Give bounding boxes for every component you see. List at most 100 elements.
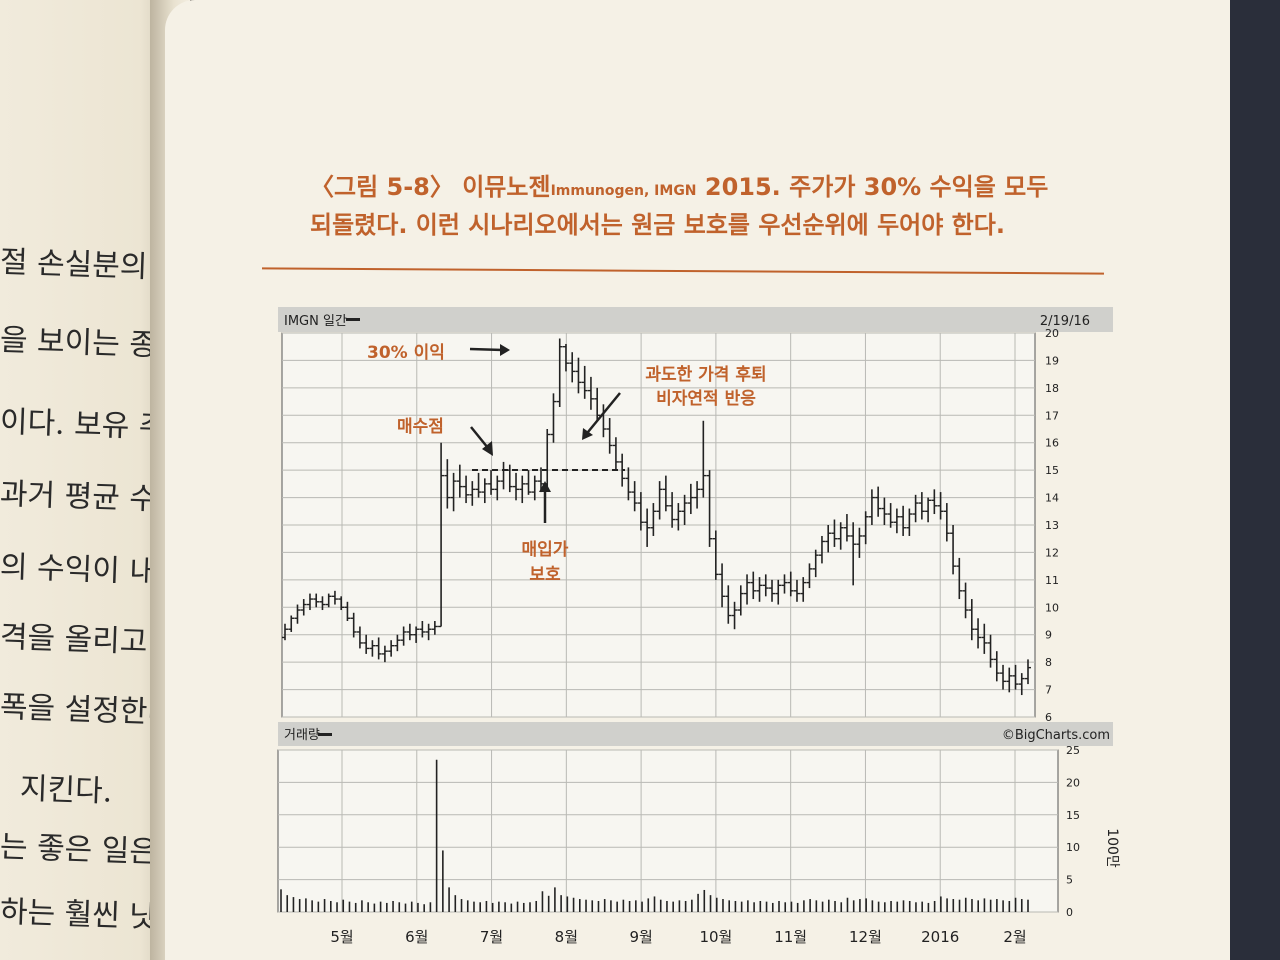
- volume-legend-swatch: [318, 733, 332, 736]
- caption-line1-rest: 2015. 주가가 30% 수익을 모두: [696, 173, 1049, 201]
- ohlc-bar: [375, 637, 382, 660]
- ohlc-bar: [363, 634, 370, 654]
- annotation-protect-line2: 보호: [529, 565, 561, 585]
- ohlc-bar: [562, 343, 569, 372]
- ohlc-bar: [319, 596, 326, 611]
- price-tick-label: 11: [1045, 574, 1059, 587]
- ohlc-bar: [818, 535, 825, 564]
- volume-header-bar: [278, 722, 1113, 746]
- x-tick-label: 7월: [480, 928, 503, 946]
- ohlc-bar: [1012, 664, 1019, 690]
- ohlc-bar: [700, 420, 707, 498]
- ohlc-bar: [868, 489, 875, 525]
- ohlc-bar: [575, 357, 582, 394]
- ohlc-bar: [956, 557, 963, 600]
- ohlc-bar: [881, 497, 888, 525]
- ohlc-bar: [837, 522, 844, 550]
- price-tick-label: 8: [1045, 656, 1052, 669]
- ohlc-bar: [918, 492, 925, 520]
- ohlc-bar: [900, 505, 907, 536]
- ohlc-bar: [912, 494, 919, 523]
- volume-tick-label: 10: [1066, 841, 1080, 854]
- ohlc-bar: [425, 623, 432, 641]
- ohlc-bar: [300, 599, 307, 616]
- volume-tick-label: 20: [1066, 776, 1080, 789]
- price-tick-label: 6: [1045, 711, 1052, 724]
- ohlc-bar: [1025, 659, 1031, 685]
- ohlc-bar: [438, 442, 445, 628]
- annotation-pullback-line1: 과도한 가격 후퇴: [645, 364, 766, 385]
- ohlc-bar: [325, 593, 332, 608]
- ohlc-bar: [987, 634, 994, 668]
- ohlc-bar: [519, 475, 526, 504]
- ohlc-bar: [806, 563, 813, 589]
- ohlc-bar: [369, 640, 376, 657]
- ohlc-bar: [594, 387, 601, 421]
- x-tick-label: 9월: [629, 928, 652, 946]
- ohlc-bar: [831, 519, 838, 547]
- price-tick-label: 15: [1045, 464, 1059, 477]
- ohlc-bar: [862, 511, 869, 545]
- annotation-30-percent-profit: 30% 이익: [367, 343, 445, 363]
- ohlc-bar: [737, 585, 744, 616]
- ohlc-bar: [463, 475, 470, 504]
- ohlc-bar: [931, 489, 938, 515]
- ohlc-bar: [825, 525, 832, 553]
- ohlc-bar: [400, 626, 407, 646]
- x-tick-label: 11월: [774, 928, 807, 946]
- ohlc-bar: [975, 618, 982, 649]
- ohlc-bar: [981, 623, 988, 654]
- ohlc-bar: [719, 563, 726, 608]
- ohlc-bar: [631, 481, 638, 512]
- ohlc-bar: [569, 352, 576, 383]
- price-tick-label: 12: [1045, 546, 1059, 559]
- volume-tick-label: 25: [1066, 744, 1080, 757]
- ohlc-bar: [875, 486, 882, 517]
- ohlc-bar: [637, 492, 644, 531]
- price-tick-label: 13: [1045, 519, 1059, 532]
- ohlc-bar: [413, 626, 420, 643]
- ohlc-bar: [769, 579, 776, 602]
- ohlc-bar: [687, 483, 694, 515]
- ohlc-bar: [469, 481, 476, 506]
- ohlc-bar: [662, 475, 669, 512]
- ohlc-bar: [937, 492, 944, 520]
- ohlc-bar: [906, 508, 913, 536]
- ohlc-bar: [800, 577, 807, 602]
- ohlc-bar: [388, 640, 395, 657]
- price-tick-label: 19: [1045, 354, 1059, 367]
- ohlc-bar: [656, 481, 663, 520]
- ohlc-bar: [456, 464, 463, 498]
- arrow-icon: [539, 481, 551, 523]
- ohlc-bar: [394, 634, 401, 652]
- ohlc-bar: [494, 475, 501, 501]
- ohlc-bar: [606, 418, 613, 454]
- arrow-icon: [582, 392, 621, 440]
- ohlc-bar: [750, 571, 757, 600]
- ohlc-bar: [288, 615, 295, 632]
- price-tick-label: 14: [1045, 492, 1059, 505]
- ohlc-bar: [356, 626, 363, 649]
- x-tick-label: 8월: [555, 928, 578, 946]
- caption-english-name: Immunogen, IMGN: [550, 183, 697, 199]
- volume-plot-frame: [277, 749, 1059, 913]
- ohlc-bar: [350, 612, 357, 638]
- volume-tick-label: 0: [1066, 906, 1073, 919]
- price-tick-label: 9: [1045, 629, 1052, 642]
- x-tick-label: 6월: [405, 928, 428, 946]
- ohlc-bar: [744, 574, 751, 605]
- ohlc-bar: [675, 503, 682, 531]
- ohlc-bar: [706, 470, 713, 547]
- price-tick-label: 17: [1045, 409, 1059, 422]
- arrow-icon: [469, 344, 510, 356]
- ohlc-bar: [419, 621, 426, 638]
- ohlc-bar: [406, 623, 413, 641]
- volume-series: [280, 759, 1029, 912]
- ohlc-bar: [450, 472, 457, 512]
- ohlc-bar: [925, 497, 932, 523]
- ohlc-bar: [1006, 667, 1013, 693]
- ohlc-bar: [812, 549, 819, 578]
- x-tick-label: 12월: [849, 928, 882, 946]
- ohlc-bar: [781, 574, 788, 594]
